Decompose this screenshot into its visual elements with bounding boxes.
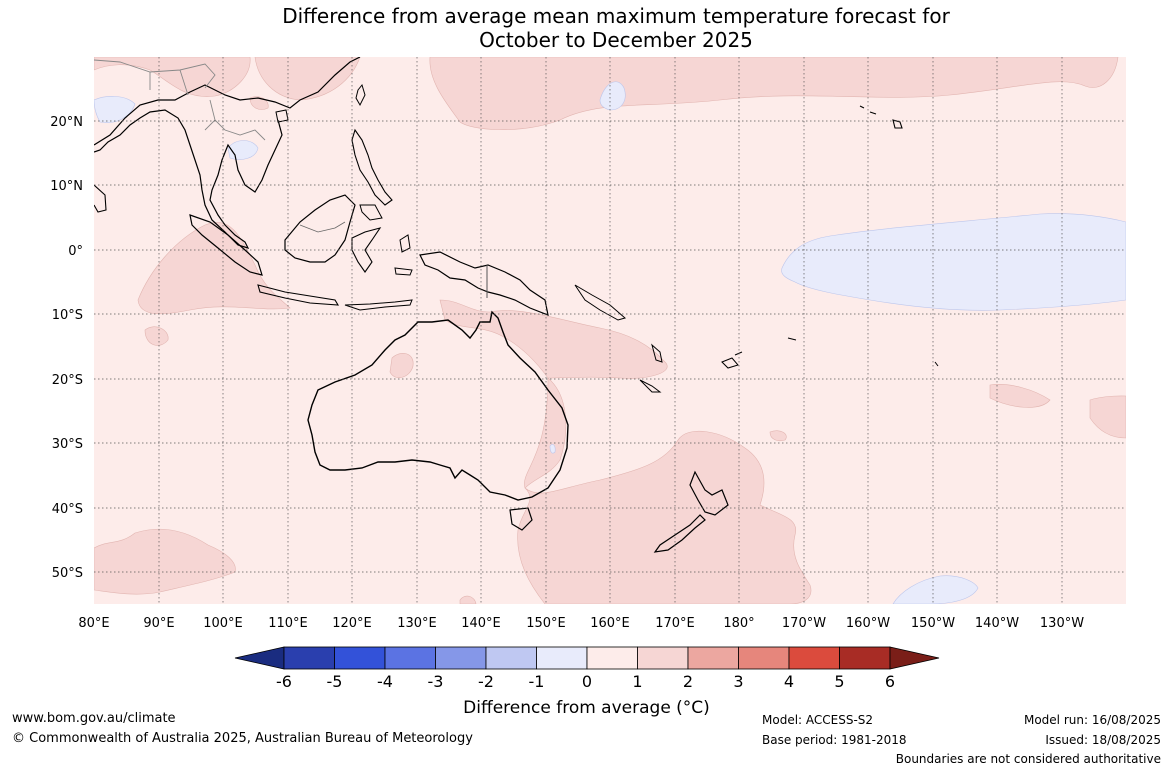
hainan-coastline <box>275 109 289 123</box>
boundaries-disclaimer: Boundaries are not considered authoritat… <box>895 752 1161 766</box>
colorbar-swatch <box>384 646 436 670</box>
lon-label: 130°W <box>1040 616 1084 631</box>
lon-label: 170°E <box>655 616 695 631</box>
colorbar-swatch <box>283 646 335 670</box>
solomon-islands <box>574 284 627 321</box>
lon-label: 140°W <box>975 616 1019 631</box>
lon-label: 100°E <box>203 616 243 631</box>
new-caledonia <box>639 379 662 393</box>
colorbar-tick: -2 <box>478 672 494 691</box>
colorbar-swatch <box>687 646 739 670</box>
lon-label: 110°E <box>268 616 308 631</box>
lon-label: 80°E <box>78 616 109 631</box>
map-title: Difference from average mean maximum tem… <box>0 4 1173 52</box>
borneo-border <box>299 221 346 233</box>
model-name: Model: ACCESS-S2 <box>762 713 874 727</box>
longitude-labels: 80°E 90°E 100°E 110°E 120°E 130°E 140°E … <box>78 616 1084 631</box>
issued-date: Issued: 18/08/2025 <box>1045 733 1161 747</box>
colorbar-tick: 3 <box>733 672 743 691</box>
colorbar-swatch <box>788 646 840 670</box>
lon-label: 140°E <box>461 616 501 631</box>
colorbar-swatch <box>334 646 386 670</box>
taiwan-coastline <box>355 83 366 107</box>
hawaii-islands <box>859 105 903 129</box>
lon-label: 150°W <box>911 616 955 631</box>
graticule <box>94 57 1126 604</box>
colorbar-ticks: -6 -5 -4 -3 -2 -1 0 1 2 3 4 5 6 <box>276 672 895 691</box>
colorbar-tick: -3 <box>428 672 444 691</box>
colorbar-swatch <box>637 646 689 670</box>
lon-label: 120°E <box>332 616 372 631</box>
lon-label: 90°E <box>143 616 174 631</box>
colorbar-extend-high <box>889 646 940 670</box>
colorbar-swatch <box>536 646 588 670</box>
colorbar-swatch <box>738 646 790 670</box>
lat-label: 20°N <box>50 115 83 130</box>
website-link[interactable]: www.bom.gov.au/climate <box>12 711 176 726</box>
new-guinea-coastline <box>419 251 549 316</box>
new-zealand-south-island <box>653 514 706 553</box>
java-coastline <box>257 284 340 306</box>
colorbar-title: Difference from average (°C) <box>463 698 710 718</box>
base-period: Base period: 1981-2018 <box>762 733 907 747</box>
colorbar-swatch <box>485 646 537 670</box>
lat-label: 30°S <box>52 437 83 452</box>
colorbar-swatch <box>586 646 638 670</box>
model-run-date: Model run: 16/08/2025 <box>1023 713 1161 727</box>
title-line-2: October to December 2025 <box>479 28 753 52</box>
fiji-islands <box>721 351 743 369</box>
colorbar-tick: 5 <box>834 672 844 691</box>
colorbar-swatch <box>839 646 891 670</box>
lon-label: 160°E <box>590 616 630 631</box>
colorbar-swatch <box>435 646 487 670</box>
lon-label: 180° <box>723 616 754 631</box>
lat-label: 40°S <box>52 502 83 517</box>
copyright-text: © Commonwealth of Australia 2025, Austra… <box>12 731 473 746</box>
anomaly-1-to-2-regions <box>94 57 1126 604</box>
country-borders-asia <box>94 59 266 141</box>
lat-label: 20°S <box>52 373 83 388</box>
colorbar-tick: 4 <box>784 672 794 691</box>
latitude-labels: 20°N 10°N 0° 10°S 20°S 30°S 40°S 50°S <box>50 115 83 581</box>
lat-label: 0° <box>68 244 83 259</box>
colorbar-tick: -4 <box>377 672 393 691</box>
colorbar-tick: 0 <box>582 672 592 691</box>
title-line-1: Difference from average mean maximum tem… <box>282 4 950 28</box>
lon-label: 170°W <box>782 616 826 631</box>
samoa-islands <box>787 337 939 367</box>
lat-label: 10°S <box>52 308 83 323</box>
new-zealand-north-island <box>689 470 729 516</box>
colorbar-tick: -5 <box>327 672 343 691</box>
lesser-sunda-islands <box>344 299 413 311</box>
india-coastline <box>94 184 107 213</box>
mindanao-coastline <box>359 204 383 221</box>
philippines-coastline <box>351 128 393 206</box>
lat-label: 50°S <box>52 566 83 581</box>
lon-label: 160°W <box>846 616 890 631</box>
colorbar-extend-low <box>234 646 285 670</box>
colorbar-tick: -1 <box>529 672 545 691</box>
borneo-coastline <box>284 194 356 263</box>
colorbar-tick: 1 <box>632 672 642 691</box>
australia-coastline <box>307 310 569 501</box>
sulawesi-coastline <box>351 227 382 273</box>
vanuatu-islands <box>651 343 663 363</box>
colorbar <box>234 646 940 670</box>
tasmania-coastline <box>509 507 533 531</box>
lon-label: 130°E <box>397 616 437 631</box>
colorbar-tick: 2 <box>683 672 693 691</box>
maluku-islands <box>394 234 413 276</box>
lon-label: 150°E <box>526 616 566 631</box>
lat-label: 10°N <box>50 179 83 194</box>
mainland-asia-coastline <box>94 57 361 249</box>
colorbar-tick: 6 <box>885 672 895 691</box>
colorbar-tick: -6 <box>276 672 292 691</box>
